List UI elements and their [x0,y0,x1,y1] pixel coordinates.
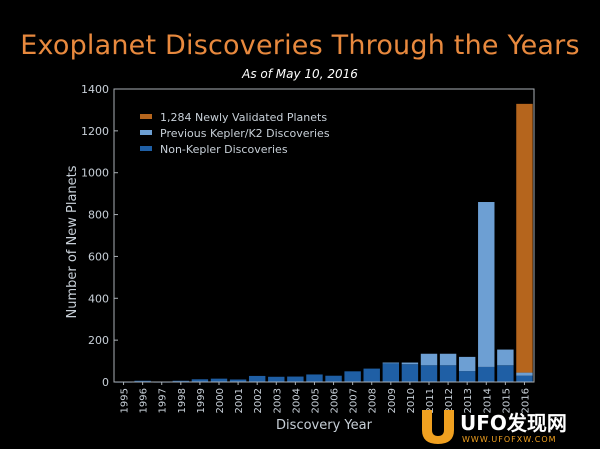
plot-border [113,88,535,383]
bar-2013-series-1 [458,356,476,372]
bar-2005-series-0 [306,374,323,382]
bar-2009-series-1 [382,362,400,364]
bar-2002-series-0 [248,375,266,382]
y-axis-label: Number of New Planets [65,165,80,318]
bar-1998-series-0 [172,380,190,382]
bar-2001-series-0 [229,379,247,382]
legend: 1,284 Newly Validated Planets Previous Ke… [140,111,330,156]
bar-2010-series-0 [401,364,419,382]
bar-2011-series-1 [420,353,438,366]
y-axis-ticks: 0 200 400 600 800 1000 1200 1400 [81,83,118,389]
x-tick-label: 2007 [349,388,360,413]
x-tick-label: 2010 [406,388,417,413]
x-tick-label: 2013 [463,388,474,413]
chart-title: Exoplanet Discoveries Through the Years [20,30,580,61]
bar-2016-series-1 [516,372,533,376]
x-tick-label: 2005 [310,388,321,413]
x-tick-label: 2002 [253,388,264,413]
bar-1996-series-0 [134,380,151,382]
x-tick-label: 2003 [272,388,283,413]
x-tick-label: 2012 [444,388,455,413]
bar-2010-series-1 [401,362,419,365]
legend-label: Non-Kepler Discoveries [160,143,288,156]
ufo-u-icon [422,410,454,444]
bar-2015-series-1 [497,349,514,366]
watermark-logo: UFO发现网 WWW.UFOFXW.COM [422,410,567,444]
bar-2007-series-0 [344,371,361,382]
bar-2003-series-0 [268,376,285,382]
bar-2008-series-0 [363,368,380,382]
x-tick-label: 2016 [520,388,531,413]
bar-2014-series-0 [478,366,495,382]
x-axis-label: Discovery Year [276,418,373,433]
x-tick-label: 1997 [158,388,169,413]
legend-swatch [140,114,152,119]
bar-1999-series-0 [191,379,209,382]
chart-subtitle: As of May 10, 2016 [242,67,358,81]
y-tick-label: 600 [88,250,109,263]
bar-2011-series-0 [420,365,438,382]
x-tick-label: 2011 [425,388,436,413]
legend-swatch [140,146,152,151]
y-tick-label: 400 [88,292,109,305]
plot-frame [113,88,535,383]
x-tick-label: 2014 [482,388,493,413]
x-axis-ticks: 1995 1996 1997 1998 1999 2000 2001 2002 2003 2004… [120,382,531,413]
x-tick-label: 2004 [291,388,302,413]
bar-2004-series-0 [287,376,304,382]
x-tick-label: 2009 [387,388,398,413]
bar-2014-series-1 [478,202,495,367]
y-tick-label: 0 [102,376,109,389]
y-tick-label: 800 [88,209,109,222]
y-tick-label: 1000 [81,167,109,180]
x-tick-label: 2008 [368,388,379,413]
watermark-url: WWW.UFOFXW.COM [462,435,557,444]
bar-2006-series-0 [325,375,342,382]
bar-2012-series-0 [439,365,457,382]
x-tick-label: 1998 [177,388,188,413]
bar-2016-series-2 [516,103,533,373]
watermark-brand: UFO发现网 [460,411,567,435]
legend-label: Previous Kepler/K2 Discoveries [160,127,330,140]
legend-label: 1,284 Newly Validated Planets [160,111,327,124]
bar-2013-series-0 [458,371,476,382]
bar-2015-series-0 [497,365,514,382]
x-tick-label: 2001 [234,388,245,413]
y-tick-label: 1400 [81,83,109,96]
bar-2009-series-0 [382,363,400,382]
x-tick-label: 1995 [120,388,131,413]
x-tick-label: 1999 [196,388,207,413]
bars-group [115,103,533,383]
legend-swatch [140,130,152,135]
x-tick-label: 2015 [501,388,512,413]
y-tick-label: 1200 [81,125,109,138]
x-tick-label: 2006 [330,388,341,413]
bar-2012-series-1 [439,353,457,366]
bar-2016-series-0 [516,375,533,382]
y-tick-label: 200 [88,334,109,347]
x-tick-label: 2000 [215,388,226,413]
bar-2000-series-0 [210,378,228,382]
x-tick-label: 1996 [139,388,150,413]
